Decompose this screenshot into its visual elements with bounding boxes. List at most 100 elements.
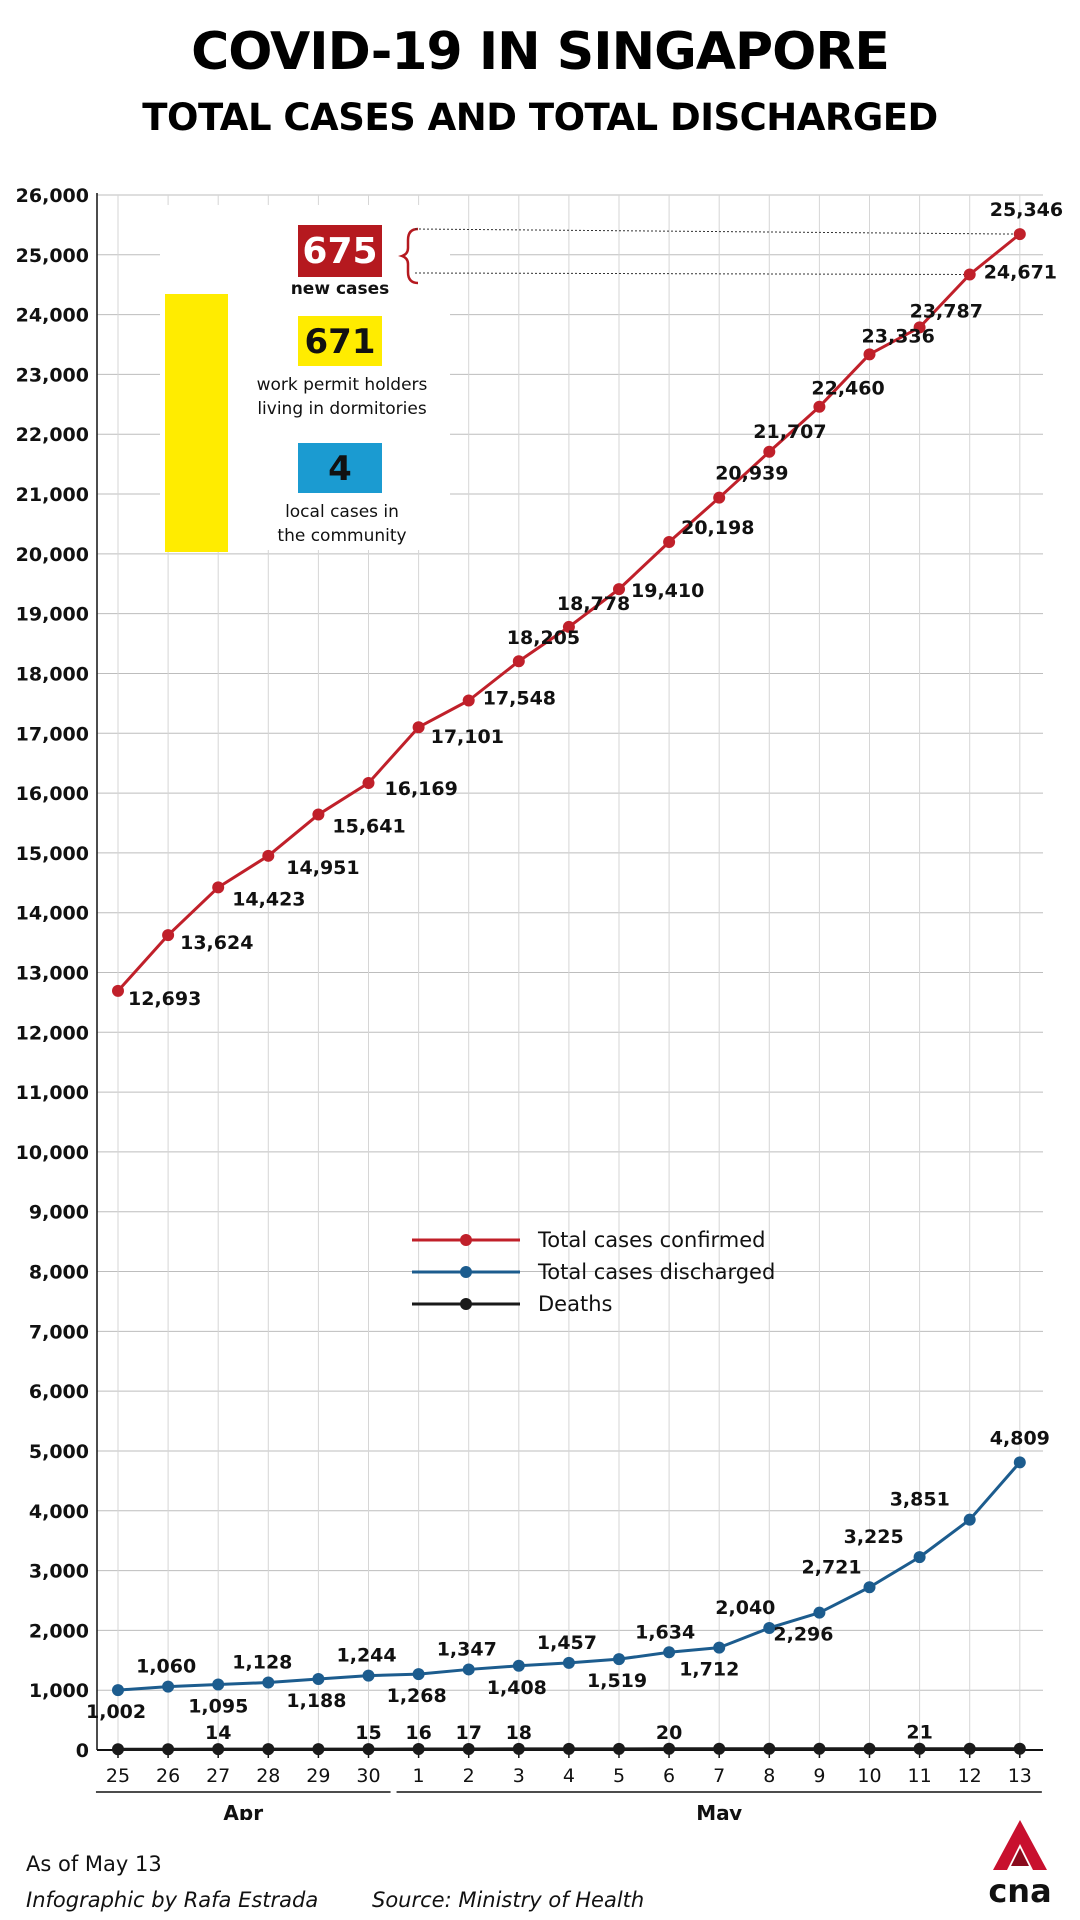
deaths-point [262,1743,275,1756]
deaths-value-label: 15 [355,1722,381,1744]
y-tick-label: 11,000 [16,1082,89,1104]
dorm-share-bar [165,294,228,552]
confirmed-point [562,620,575,633]
y-tick-label: 4,000 [29,1501,89,1523]
discharged-point [913,1551,926,1564]
confirmed-value-label: 23,787 [910,300,983,322]
callout-guide-top [414,228,1020,235]
discharged-value-label: 1,634 [635,1621,695,1643]
y-tick-label: 9,000 [29,1202,89,1224]
discharged-value-label: 2,040 [715,1597,775,1619]
x-tick-label: 12 [958,1765,982,1787]
discharged-value-label: 2,721 [802,1556,862,1578]
deaths-point [663,1742,676,1755]
y-tick-label: 22,000 [16,424,89,446]
source-note: Source: Ministry of Health [372,1888,645,1912]
discharged-point [512,1659,525,1672]
discharged-value-label: 1,408 [487,1677,547,1699]
callout-guide-bottom [414,272,970,275]
confirmed-point [362,776,375,789]
x-tick-label: 27 [206,1765,230,1787]
cna-logo-text: cna [988,1872,1051,1908]
discharged-value-label: 1,128 [232,1652,292,1674]
deaths-point [913,1742,926,1755]
discharged-point [813,1606,826,1619]
deaths-point [512,1742,525,1755]
y-tick-label: 15,000 [16,843,89,865]
deaths-point [362,1743,375,1756]
discharged-point [262,1676,275,1689]
discharged-point [112,1684,124,1697]
legend-label: Total cases discharged [537,1260,775,1284]
deaths-value-label: 18 [506,1722,532,1744]
legend-label: Total cases confirmed [537,1228,766,1252]
x-tick-label: 30 [356,1765,380,1787]
new-cases-label: new cases [291,279,390,299]
discharged-value-label: 1,095 [188,1696,248,1718]
x-tick-label: 5 [613,1765,625,1787]
confirmed-value-label: 15,641 [332,816,405,838]
x-tick-label: 11 [908,1765,932,1787]
legend-marker [460,1234,472,1246]
x-tick-label: 6 [663,1765,675,1787]
confirmed-point [663,536,676,549]
discharged-value-label: 1,268 [387,1685,447,1707]
confirmed-point [162,929,175,942]
y-tick-label: 17,000 [16,723,89,745]
deaths-point [813,1742,826,1755]
community-box [298,443,382,493]
deaths-point [1013,1742,1026,1755]
community-label-line1: local cases in [285,502,399,522]
new-cases-value: 675 [302,231,377,272]
y-tick-label: 26,000 [16,185,89,207]
y-tick-label: 8,000 [29,1262,89,1284]
y-tick-label: 3,000 [29,1561,89,1583]
discharged-point [212,1678,225,1691]
confirmed-value-label: 18,778 [557,593,630,615]
cna-logo-icon: cna [988,1820,1052,1908]
dorm-label-line1: work permit holders [257,375,428,395]
deaths-value-label: 20 [656,1722,682,1744]
legend-marker [460,1298,472,1310]
deaths-value-label: 16 [405,1722,431,1744]
confirmed-value-label: 17,101 [431,726,504,748]
discharged-point [462,1663,475,1676]
confirmed-value-label: 21,707 [753,421,826,443]
discharged-point [713,1641,726,1654]
y-tick-label: 23,000 [16,364,89,386]
y-tick-label: 5,000 [29,1441,89,1463]
y-tick-label: 16,000 [16,783,89,805]
confirmed-value-label: 25,346 [990,199,1063,221]
y-tick-label: 24,000 [16,305,89,327]
y-tick-label: 7,000 [29,1321,89,1343]
confirmed-value-label: 14,951 [286,857,359,879]
discharged-value-label: 1,060 [136,1656,196,1678]
y-tick-label: 18,000 [16,663,89,685]
confirmed-point [262,849,275,862]
discharged-value-label: 1,347 [437,1638,497,1660]
confirmed-point [512,655,525,668]
confirmed-value-label: 23,336 [862,325,935,347]
discharged-point [1013,1456,1026,1469]
y-tick-label: 2,000 [29,1620,89,1642]
confirmed-value-label: 17,548 [483,687,556,709]
dorm-box [298,316,382,366]
y-tick-label: 20,000 [16,544,89,566]
x-tick-label: 2 [463,1765,475,1787]
deaths-point [412,1743,425,1756]
deaths-value-label: 21 [906,1722,932,1744]
discharged-point [412,1668,425,1681]
x-tick-label: 10 [857,1765,881,1787]
confirmed-point [112,984,124,997]
confirmed-value-label: 12,693 [128,988,201,1010]
confirmed-point [963,268,976,281]
deaths-value-label: 14 [205,1722,231,1744]
legend-label: Deaths [538,1292,612,1316]
confirmed-value-label: 20,939 [715,463,788,485]
x-tick-label: 29 [306,1765,330,1787]
confirmed-value-label: 14,423 [232,888,305,910]
discharged-value-label: 1,457 [537,1632,597,1654]
deaths-point [963,1742,976,1755]
y-tick-label: 19,000 [16,604,89,626]
discharged-value-label: 1,002 [86,1701,146,1723]
